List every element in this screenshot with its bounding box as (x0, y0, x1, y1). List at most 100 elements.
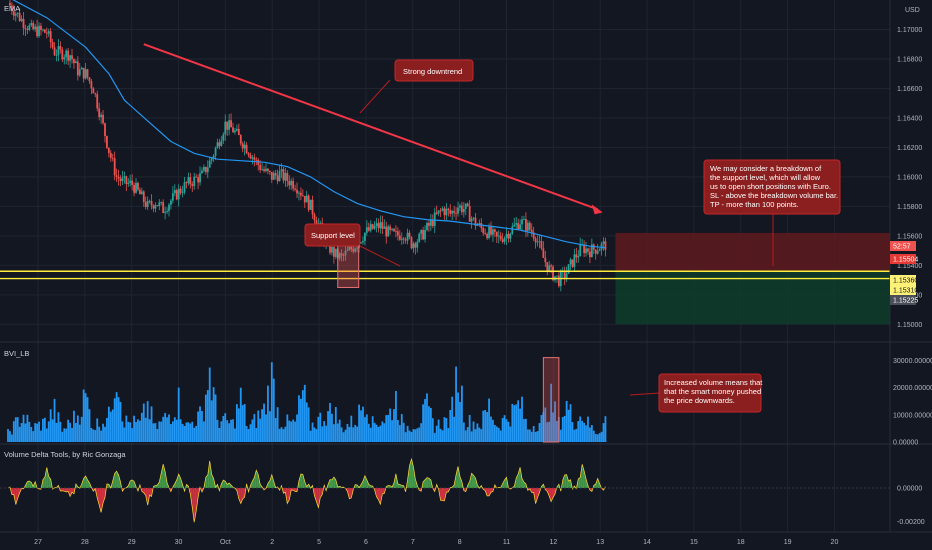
delta-area (366, 480, 369, 488)
volume-bar (365, 414, 368, 442)
downtrend-line[interactable] (143, 43, 599, 211)
volume-callout[interactable]: Increased volume means that that the sma… (629, 373, 764, 413)
delta-area (333, 477, 336, 488)
candle-body (131, 180, 134, 186)
support-callout[interactable]: Support level (304, 223, 401, 267)
candle-body (476, 224, 479, 226)
candle-body (362, 240, 364, 243)
price-tick-label: 1.16200 (897, 145, 922, 152)
candle-body (28, 25, 31, 30)
candle-body (245, 144, 248, 154)
price-tag (890, 254, 916, 264)
volume-bar (565, 400, 568, 442)
volume-bar (468, 414, 471, 442)
volume-bar (488, 398, 490, 442)
candle-body (305, 195, 308, 203)
candle-body (175, 190, 178, 200)
delta-axis[interactable]: 0.00000 -0.00200 (897, 486, 925, 527)
candle-body (429, 219, 432, 226)
delta-area (205, 474, 208, 488)
candle-body (379, 222, 382, 229)
candle-body (437, 210, 440, 214)
candle-body (12, 11, 15, 16)
candle-body (135, 182, 137, 193)
volume-note-line: Increased volume means that (664, 378, 763, 387)
volume-bar (556, 420, 558, 442)
volume-bar (472, 421, 475, 442)
candle-body (140, 191, 143, 195)
price-tag-label: 1.15360 (893, 278, 918, 285)
delta-area (15, 488, 18, 505)
candle-body (587, 248, 589, 252)
support-callout-text: Support level (311, 231, 355, 240)
candle-body (396, 231, 399, 236)
volume-bar (371, 416, 374, 442)
time-tick-label: 2 (270, 539, 274, 546)
delta-area (70, 488, 73, 497)
candle-body (272, 173, 275, 180)
delta-area (262, 486, 265, 490)
volume-bar (462, 422, 465, 442)
delta-area (81, 478, 84, 488)
volume-bar (598, 433, 601, 442)
candle-body (191, 184, 194, 186)
volume-bar (412, 429, 415, 442)
trade-plan-callout[interactable]: We may consider a breakdown of the suppo… (703, 159, 841, 266)
volume-bar (579, 416, 582, 442)
volume-bar (265, 414, 267, 442)
candle-body (152, 205, 155, 209)
volume-bar (383, 423, 386, 442)
volume-delta-series (0, 457, 890, 523)
candle-body (334, 248, 337, 257)
volume-bar (286, 414, 289, 442)
volume-bar (550, 383, 553, 442)
candle-body (212, 155, 215, 159)
volume-bar (191, 421, 194, 442)
volume-bar (575, 428, 578, 442)
price-tags: 52:57 1.15504 1.15360 1.15310 1.15225 (890, 241, 918, 305)
time-axis[interactable]: 27 28 29 30 Oct 2 5 6 7 8 11 12 13 14 15 18 19 20 (34, 539, 838, 546)
delta-area (411, 459, 414, 488)
volume-bar (133, 415, 135, 442)
volume-bar (381, 421, 384, 442)
candle-body (540, 241, 543, 249)
candle-body (59, 46, 62, 50)
volume-bar (367, 423, 370, 442)
volume-bar (332, 424, 335, 442)
volume-bar (92, 429, 95, 442)
candle-body (199, 173, 201, 183)
candle-body (216, 142, 219, 148)
candle-body (119, 178, 122, 181)
candle-body (513, 224, 516, 227)
time-tick-label: Oct (220, 539, 231, 546)
delta-area (440, 488, 443, 501)
delta-area (490, 488, 493, 493)
candle-body (507, 233, 510, 239)
volume-bar (201, 411, 203, 442)
candle-body (439, 210, 442, 212)
volume-axis[interactable]: 30000.00000 20000.00000 10000.00000 0.00000 (893, 358, 932, 447)
price-tick-label: 1.16800 (897, 56, 922, 63)
delta-area (388, 485, 391, 488)
volume-bar (525, 418, 527, 442)
delta-area (17, 488, 20, 499)
trade-plan-line: SL - above the breakdown volume bar. (710, 191, 838, 200)
candle-body (472, 217, 475, 219)
candle-body (604, 241, 607, 250)
volume-highlight-box (542, 357, 560, 443)
delta-area (589, 488, 592, 492)
delta-area (456, 466, 459, 488)
volume-bar (228, 423, 231, 442)
volume-bar (234, 428, 236, 442)
volume-bar (299, 398, 302, 442)
price-tick-label: 1.15600 (897, 233, 922, 240)
volume-bar (352, 427, 355, 442)
price-tick-label: 1.15000 (897, 322, 922, 329)
downtrend-callout[interactable]: Strong downtrend (359, 59, 474, 114)
candle-body (133, 185, 135, 193)
time-tick-label: 6 (364, 539, 368, 546)
delta-area (103, 488, 105, 504)
candle-body (76, 61, 79, 76)
volume-bar (501, 418, 504, 442)
